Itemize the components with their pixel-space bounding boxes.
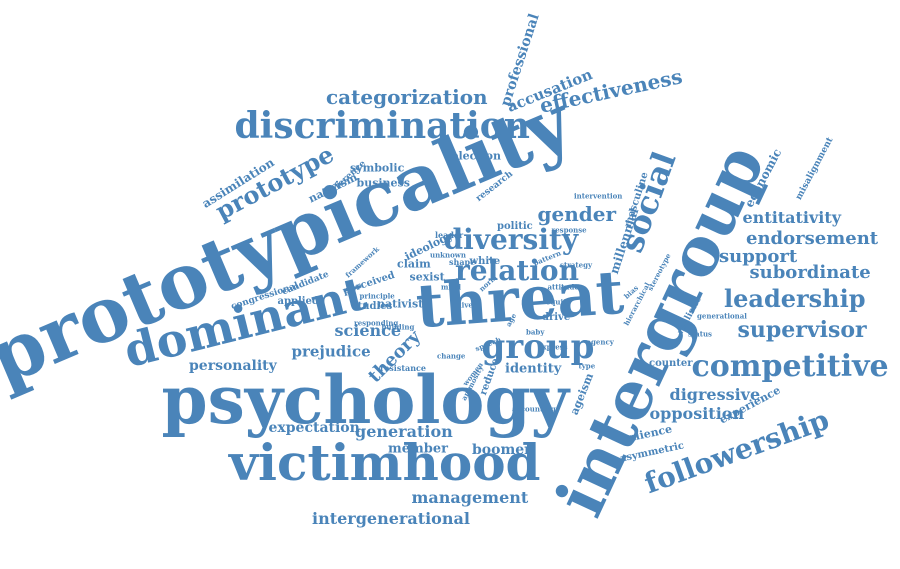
word-resistance: resistance — [380, 363, 427, 373]
word-subordinate: subordinate — [749, 262, 871, 283]
word-studies: studies — [352, 301, 393, 312]
word-business: business — [356, 176, 410, 190]
word-intervention: intervention — [574, 191, 623, 201]
word-science: science — [334, 321, 402, 340]
word-principle: principle — [359, 291, 395, 301]
word-prejudice: prejudice — [291, 342, 371, 361]
word-strategy: strategy — [560, 260, 593, 270]
word-diversity: diversity — [443, 223, 579, 256]
word-management: management — [411, 488, 529, 507]
word-generational: generational — [697, 311, 747, 321]
word-agency: agency — [586, 337, 614, 347]
word-competitive: competitive — [691, 349, 889, 384]
word-victimhood: victimhood — [229, 433, 541, 492]
word-discrimination: discrimination — [234, 105, 530, 147]
word-change: change — [437, 351, 466, 361]
word-generation: generation — [355, 422, 453, 441]
word-applied: applied — [277, 296, 319, 307]
word-accounting: accounting — [512, 404, 556, 414]
word-gender: gender — [537, 202, 617, 226]
word-type: type — [578, 361, 596, 371]
word-intergenerational: intergenerational — [312, 509, 470, 528]
word-lives: lives — [459, 300, 477, 310]
word-entitativity: entitativity — [742, 208, 842, 227]
word-politic: politic — [497, 221, 533, 232]
word-baby: baby — [526, 327, 545, 337]
word-support: support — [719, 246, 798, 267]
word-building: building — [381, 322, 415, 332]
word-categorization: categorization — [326, 85, 488, 109]
word-nativist: nativist — [377, 297, 424, 311]
word-misalignment: misalignment — [794, 135, 836, 202]
word-digressive: digressive — [669, 385, 761, 404]
word-leader: leader — [435, 230, 464, 240]
word-drive: drive — [542, 312, 571, 323]
word-claim: claim — [397, 257, 431, 271]
word-election: election — [451, 149, 501, 163]
word-counter: counter — [649, 358, 693, 369]
word-sexist: sexist — [409, 270, 445, 284]
word-group: group — [481, 327, 595, 367]
word-boomer: boomer — [472, 442, 532, 458]
word-response: response — [551, 225, 587, 235]
word-leadership: leadership — [724, 284, 866, 313]
word-mind: mind — [441, 282, 462, 292]
word-endorsement: endorsement — [746, 228, 879, 249]
word-identity: identity — [505, 361, 562, 377]
word-responding: responding — [354, 318, 399, 328]
word-relation: relation — [455, 254, 579, 287]
word-member: member — [388, 441, 448, 457]
word-status: status — [688, 329, 712, 339]
word-unknown: unknown — [430, 250, 466, 260]
word-attitude: attitude — [547, 282, 579, 292]
word-supervisor: supervisor — [737, 317, 867, 343]
word-expectation: expectation — [268, 420, 360, 436]
word-express: express — [538, 342, 568, 352]
word-shape: shape — [449, 257, 476, 267]
word-opposition: opposition — [649, 404, 745, 423]
word-symbolic: symbolic — [350, 161, 405, 175]
word-white: white — [469, 256, 501, 267]
word-equity: equity — [546, 297, 571, 307]
word-personality: personality — [189, 358, 277, 374]
word-psychology: psychology — [161, 361, 569, 439]
